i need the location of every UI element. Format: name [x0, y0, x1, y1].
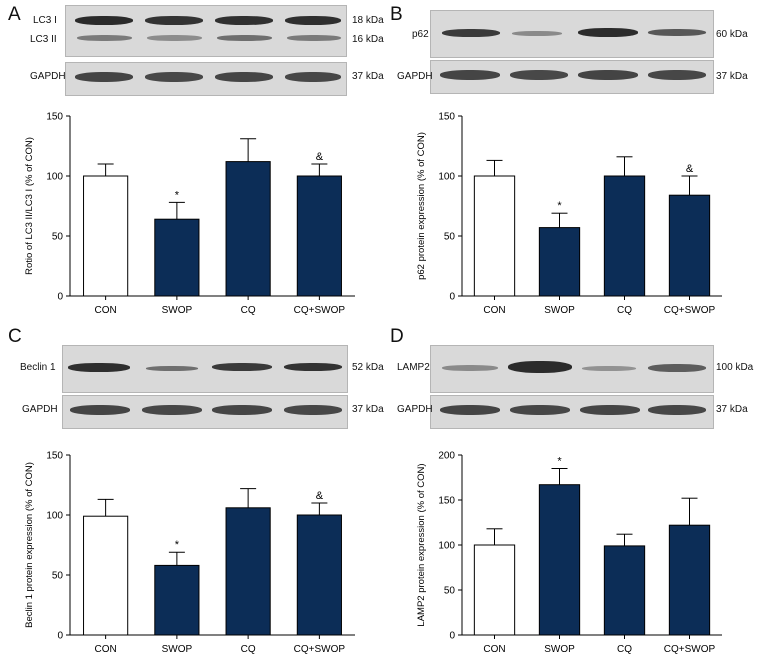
blot-label-lc3-i: LC3 I [33, 15, 57, 26]
y-tick-label: 150 [438, 112, 455, 123]
blot-label-gapdh-c: GAPDH [22, 404, 58, 415]
x-tick-label: CON [95, 644, 117, 655]
y-tick-label: 0 [449, 292, 455, 303]
kda-beclin-1: 52 kDa [352, 362, 384, 373]
bar [473, 175, 516, 297]
y-axis-label: p62 protein expression (% of CON) [416, 132, 427, 280]
significance-marker: * [557, 456, 562, 468]
x-tick-label: CQ [617, 644, 632, 655]
y-axis-label: Beclin 1 protein expression (% of CON) [24, 462, 35, 628]
x-tick-label: CQ [241, 305, 256, 316]
y-tick-label: 50 [52, 232, 64, 243]
bar [668, 524, 711, 636]
blot-label-gapdh-a: GAPDH [30, 71, 66, 82]
x-tick-label: SWOP [544, 305, 575, 316]
significance-marker: * [175, 539, 180, 551]
x-tick-label: CQ+SWOP [294, 644, 346, 655]
x-tick-label: SWOP [162, 644, 193, 655]
bar [154, 218, 200, 297]
western-blot-b [430, 10, 715, 95]
bar [83, 515, 129, 636]
y-axis-label: LAMP2 protein expression (% of CON) [416, 463, 427, 626]
blot-label-gapdh-b: GAPDH [397, 71, 433, 82]
kda-gapdh-c: 37 kDa [352, 404, 384, 415]
x-tick-label: CQ [617, 305, 632, 316]
panel-letter-b: B [390, 4, 403, 25]
y-tick-label: 100 [46, 511, 63, 522]
blot-label-beclin-1: Beclin 1 [20, 362, 56, 373]
x-tick-label: SWOP [162, 305, 193, 316]
x-tick-label: CQ+SWOP [664, 305, 716, 316]
blot-label-gapdh-d: GAPDH [397, 404, 433, 415]
y-axis-label: Rotio of LC3 II/LC3 I (% of CON) [24, 137, 35, 275]
y-tick-label: 50 [52, 571, 64, 582]
western-blot-c [62, 345, 348, 430]
x-tick-label: CON [483, 644, 505, 655]
kda-lc3-i: 18 kDa [352, 15, 384, 26]
y-tick-label: 200 [438, 451, 455, 462]
significance-marker: & [686, 163, 694, 175]
y-tick-label: 100 [46, 172, 63, 183]
significance-marker: * [175, 189, 180, 201]
x-tick-label: CQ [241, 644, 256, 655]
bar [473, 544, 516, 636]
y-tick-label: 50 [444, 586, 456, 597]
y-tick-label: 150 [46, 451, 63, 462]
kda-gapdh-a: 37 kDa [352, 71, 384, 82]
x-tick-label: CQ+SWOP [294, 305, 346, 316]
significance-marker: * [557, 200, 562, 212]
kda-gapdh-b: 37 kDa [716, 71, 748, 82]
y-tick-label: 100 [438, 172, 455, 183]
bar [225, 161, 271, 297]
kda-lamp2: 100 kDa [716, 362, 754, 373]
x-tick-label: CON [95, 305, 117, 316]
significance-marker: & [316, 490, 324, 502]
y-tick-label: 0 [449, 631, 455, 642]
bar [538, 484, 581, 636]
bar [225, 507, 271, 636]
y-tick-label: 100 [438, 541, 455, 552]
x-tick-label: SWOP [544, 644, 575, 655]
y-tick-label: 50 [444, 232, 456, 243]
x-tick-label: CON [483, 305, 505, 316]
y-tick-label: 150 [438, 496, 455, 507]
y-tick-label: 150 [46, 112, 63, 123]
blot-label-lc3-ii: LC3 II [30, 34, 57, 45]
kda-gapdh-d: 37 kDa [716, 404, 748, 415]
x-tick-label: CQ+SWOP [664, 644, 716, 655]
kda-p62: 60 kDa [716, 29, 748, 40]
bar [603, 545, 646, 636]
kda-lc3-ii: 16 kDa [352, 34, 384, 45]
panel-letter-c: C [8, 326, 22, 347]
western-blot-d [430, 345, 715, 430]
panel-letter-a: A [8, 4, 21, 25]
blot-label-p62: p62 [412, 29, 429, 40]
y-tick-label: 0 [57, 631, 63, 642]
blot-label-lamp2: LAMP2 [397, 362, 430, 373]
panel-letter-d: D [390, 326, 404, 347]
bar [603, 175, 646, 297]
western-blot-a [65, 5, 350, 96]
bar [83, 175, 129, 297]
significance-marker: & [316, 151, 324, 163]
bar [296, 175, 342, 297]
y-tick-label: 0 [57, 292, 63, 303]
